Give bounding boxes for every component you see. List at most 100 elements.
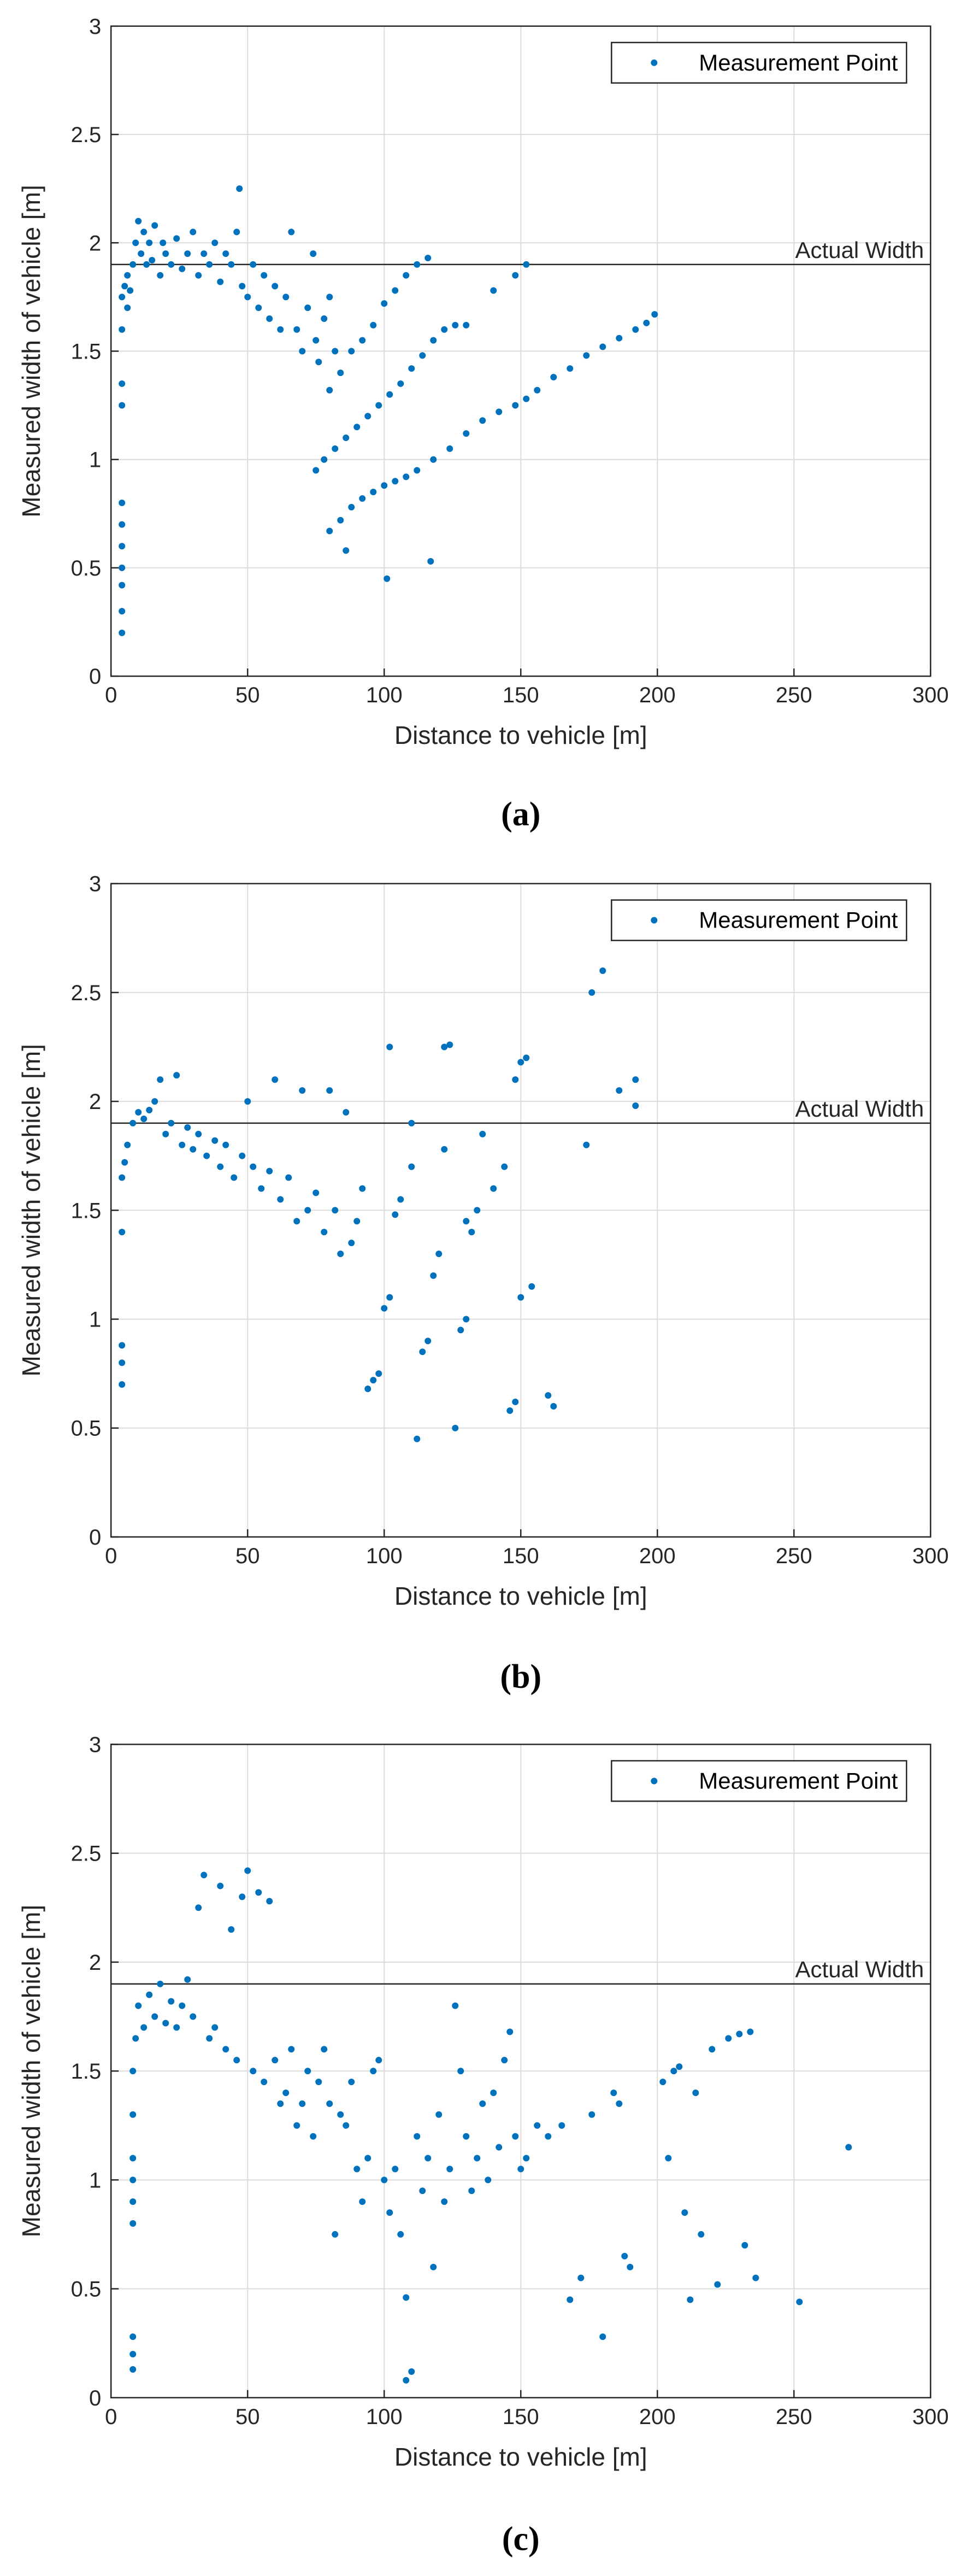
measurement-point bbox=[119, 380, 126, 387]
measurement-point bbox=[151, 1098, 158, 1105]
measurement-point bbox=[173, 235, 180, 242]
measurement-point bbox=[599, 2333, 606, 2340]
y-axis-label: Measured width of vehicle [m] bbox=[17, 185, 45, 518]
measurement-point bbox=[119, 564, 126, 571]
measurement-point bbox=[282, 2089, 290, 2096]
measurement-point bbox=[414, 467, 421, 474]
y-tick-label: 1 bbox=[89, 1308, 101, 1332]
x-tick-label: 50 bbox=[235, 2405, 260, 2429]
measurement-point bbox=[370, 489, 377, 496]
measurement-point bbox=[392, 2166, 399, 2173]
x-tick-label: 250 bbox=[776, 2405, 812, 2429]
x-tick-label: 100 bbox=[366, 2405, 403, 2429]
measurement-point bbox=[304, 1207, 311, 1214]
measurement-point bbox=[512, 2133, 519, 2140]
measurement-point bbox=[616, 1087, 623, 1094]
measurement-point bbox=[217, 1882, 224, 1890]
measurement-point bbox=[266, 1898, 273, 1905]
measurement-point bbox=[353, 2166, 361, 2173]
measurement-point bbox=[146, 1991, 153, 1998]
measurement-point bbox=[741, 2241, 748, 2249]
measurement-point bbox=[676, 2063, 683, 2070]
measurement-point bbox=[157, 1980, 164, 1987]
measurement-point bbox=[293, 2122, 300, 2129]
measurement-point bbox=[386, 2209, 393, 2216]
measurement-point bbox=[195, 272, 202, 279]
measurement-point bbox=[474, 1207, 481, 1214]
measurement-point bbox=[621, 2252, 628, 2260]
measurement-point bbox=[201, 250, 208, 257]
x-axis-label: Distance to vehicle [m] bbox=[394, 1582, 647, 1610]
measurement-point bbox=[359, 495, 366, 502]
x-tick-label: 0 bbox=[105, 683, 117, 707]
measurement-point bbox=[310, 250, 317, 257]
measurement-point bbox=[479, 1130, 486, 1137]
measurement-point bbox=[184, 1976, 191, 1983]
measurement-point bbox=[392, 1211, 399, 1218]
measurement-point bbox=[282, 294, 290, 301]
measurement-point bbox=[135, 1109, 142, 1116]
y-tick-label: 2 bbox=[89, 1090, 101, 1114]
measurement-point bbox=[370, 321, 377, 328]
measurement-point bbox=[190, 1146, 197, 1153]
y-tick-label: 0 bbox=[89, 665, 101, 689]
measurement-point bbox=[709, 2046, 716, 2053]
measurement-point bbox=[236, 185, 243, 192]
y-tick-label: 3 bbox=[89, 872, 101, 896]
measurement-point bbox=[752, 2274, 759, 2281]
measurement-point bbox=[140, 2024, 148, 2031]
measurement-point bbox=[523, 261, 530, 268]
measurement-point bbox=[747, 2028, 754, 2035]
measurement-point bbox=[239, 1152, 246, 1159]
chart-panel-c: 0 50 100 150 200 250 300 0 0.5 1 1.5 2 2.5 3 Actual Wi… bbox=[17, 1733, 948, 2557]
measurement-point bbox=[381, 2176, 388, 2184]
measurement-point bbox=[796, 2298, 803, 2305]
measurement-point bbox=[211, 2024, 219, 2031]
y-tick-label: 3 bbox=[89, 15, 101, 39]
measurement-point bbox=[523, 2155, 530, 2162]
measurement-point bbox=[266, 1167, 273, 1175]
y-tick-label: 1.5 bbox=[71, 1199, 102, 1223]
legend-box bbox=[611, 1760, 907, 1802]
measurement-point bbox=[457, 1327, 464, 1334]
measurement-point bbox=[146, 1107, 153, 1114]
measurement-point bbox=[135, 2002, 142, 2009]
measurement-point bbox=[435, 2111, 443, 2118]
measurement-point bbox=[714, 2281, 721, 2288]
measurement-point bbox=[501, 1163, 508, 1170]
measurement-point bbox=[233, 228, 240, 236]
measurement-point bbox=[129, 2351, 137, 2358]
measurement-point bbox=[143, 261, 150, 268]
measurement-point bbox=[506, 2028, 514, 2035]
measurement-point bbox=[463, 1316, 470, 1323]
measurement-point bbox=[457, 2068, 464, 2075]
measurement-point bbox=[359, 1185, 366, 1192]
measurement-point bbox=[337, 2111, 344, 2118]
measurement-point bbox=[558, 2122, 565, 2129]
measurement-point bbox=[299, 348, 306, 355]
measurement-point bbox=[452, 2002, 459, 2009]
measurement-point bbox=[435, 1250, 443, 1257]
measurement-point bbox=[190, 2013, 197, 2020]
x-axis-label: Distance to vehicle [m] bbox=[394, 721, 647, 749]
x-tick-label: 100 bbox=[366, 683, 403, 707]
measurement-point bbox=[255, 304, 262, 312]
measurement-point bbox=[479, 2100, 486, 2107]
measurement-point bbox=[496, 2144, 503, 2151]
measurement-point bbox=[463, 321, 470, 328]
y-tick-label: 0.5 bbox=[71, 1417, 102, 1441]
measurement-point bbox=[255, 1889, 262, 1896]
legend-marker bbox=[651, 1777, 658, 1785]
measurement-point bbox=[124, 304, 131, 312]
measurement-point bbox=[517, 2166, 524, 2173]
measurement-point bbox=[326, 1087, 333, 1094]
measurement-point bbox=[446, 2166, 453, 2173]
measurement-point bbox=[490, 1185, 497, 1192]
measurement-point bbox=[468, 2187, 475, 2194]
measurement-point bbox=[681, 2209, 688, 2216]
measurement-point bbox=[222, 2046, 229, 2053]
measurement-point bbox=[124, 1141, 131, 1148]
x-tick-label: 250 bbox=[776, 1544, 812, 1568]
x-tick-label: 300 bbox=[912, 1544, 949, 1568]
measurement-point bbox=[272, 2057, 279, 2064]
